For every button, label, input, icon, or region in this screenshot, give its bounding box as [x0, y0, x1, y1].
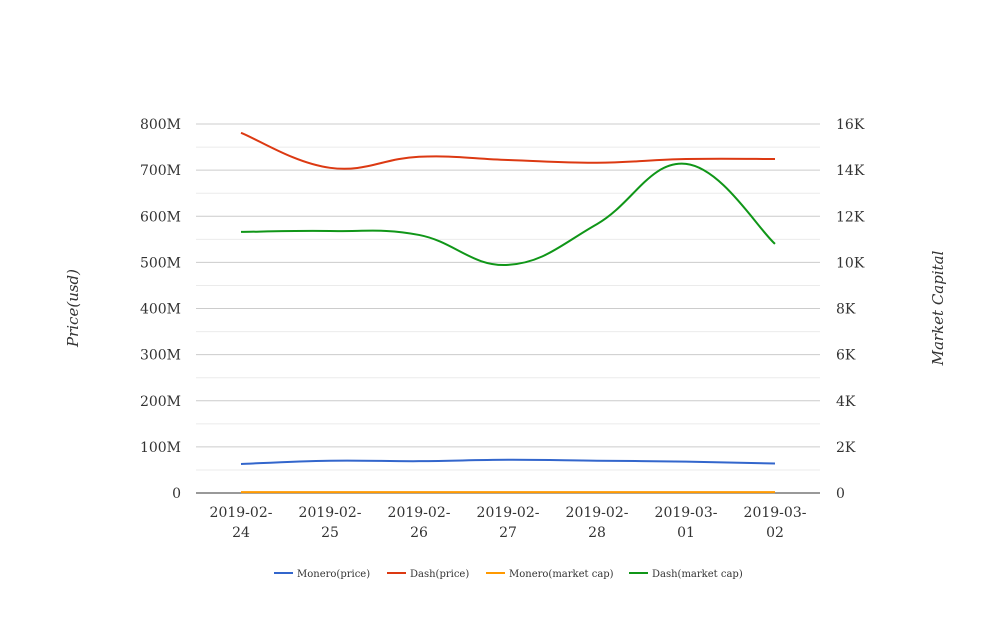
y-axis-right-label: Market Capital: [929, 250, 947, 366]
y-left-tick-label: 0: [172, 486, 181, 502]
y-left-tick-label: 400M: [140, 302, 181, 318]
x-tick-label: 2019-02-28: [566, 505, 629, 541]
legend-label: Dash(price): [410, 569, 469, 580]
x-tick-label: 2019-02-25: [299, 505, 362, 541]
y-right-tick-label: 12K: [836, 209, 865, 225]
legend-label: Dash(market cap): [652, 569, 743, 580]
legend-item[interactable]: Monero(price): [274, 569, 370, 580]
y-axis-left-label: Price(usd): [64, 269, 82, 348]
x-tick-label: 2019-03-02: [744, 505, 807, 541]
legend-label: Monero(market cap): [509, 569, 614, 580]
y-right-tick-label: 8K: [836, 302, 856, 318]
y-left-tick-label: 700M: [140, 163, 181, 179]
legend: Monero(price) Dash(price) Monero(market ca…: [274, 569, 743, 580]
legend-item[interactable]: Dash(price): [387, 569, 469, 580]
y-right-tick-label: 14K: [836, 163, 865, 179]
y-left-tick-label: 200M: [140, 394, 181, 410]
y-left-tick-label: 500M: [140, 255, 181, 271]
x-tick-label: 2019-02-24: [210, 505, 273, 541]
y-left-tick-label: 100M: [140, 440, 181, 456]
y-left-tick-label: 600M: [140, 209, 181, 225]
x-tick-label: 2019-03-01: [655, 505, 718, 541]
x-tick-label: 2019-02-27: [477, 505, 540, 541]
y-left-tick-label: 300M: [140, 348, 181, 364]
x-tick-label: 2019-02-26: [388, 505, 451, 541]
y-right-tick-label: 2K: [836, 440, 856, 456]
legend-label: Monero(price): [297, 569, 370, 580]
y-right-tick-label: 0: [836, 486, 845, 502]
series-line-dash-price: [240, 131, 776, 170]
y-right-tick-label: 16K: [836, 117, 865, 133]
series-line-dash-market-cap: [240, 162, 776, 266]
y-right-tick-label: 10K: [836, 255, 865, 271]
y-right-tick-label: 6K: [836, 348, 856, 364]
y-right-tick-label: 4K: [836, 394, 856, 410]
y-left-tick-label: 800M: [140, 117, 181, 133]
series-line-monero-price: [240, 458, 776, 465]
legend-item[interactable]: Dash(market cap): [629, 569, 743, 580]
legend-item[interactable]: Monero(market cap): [486, 569, 614, 580]
